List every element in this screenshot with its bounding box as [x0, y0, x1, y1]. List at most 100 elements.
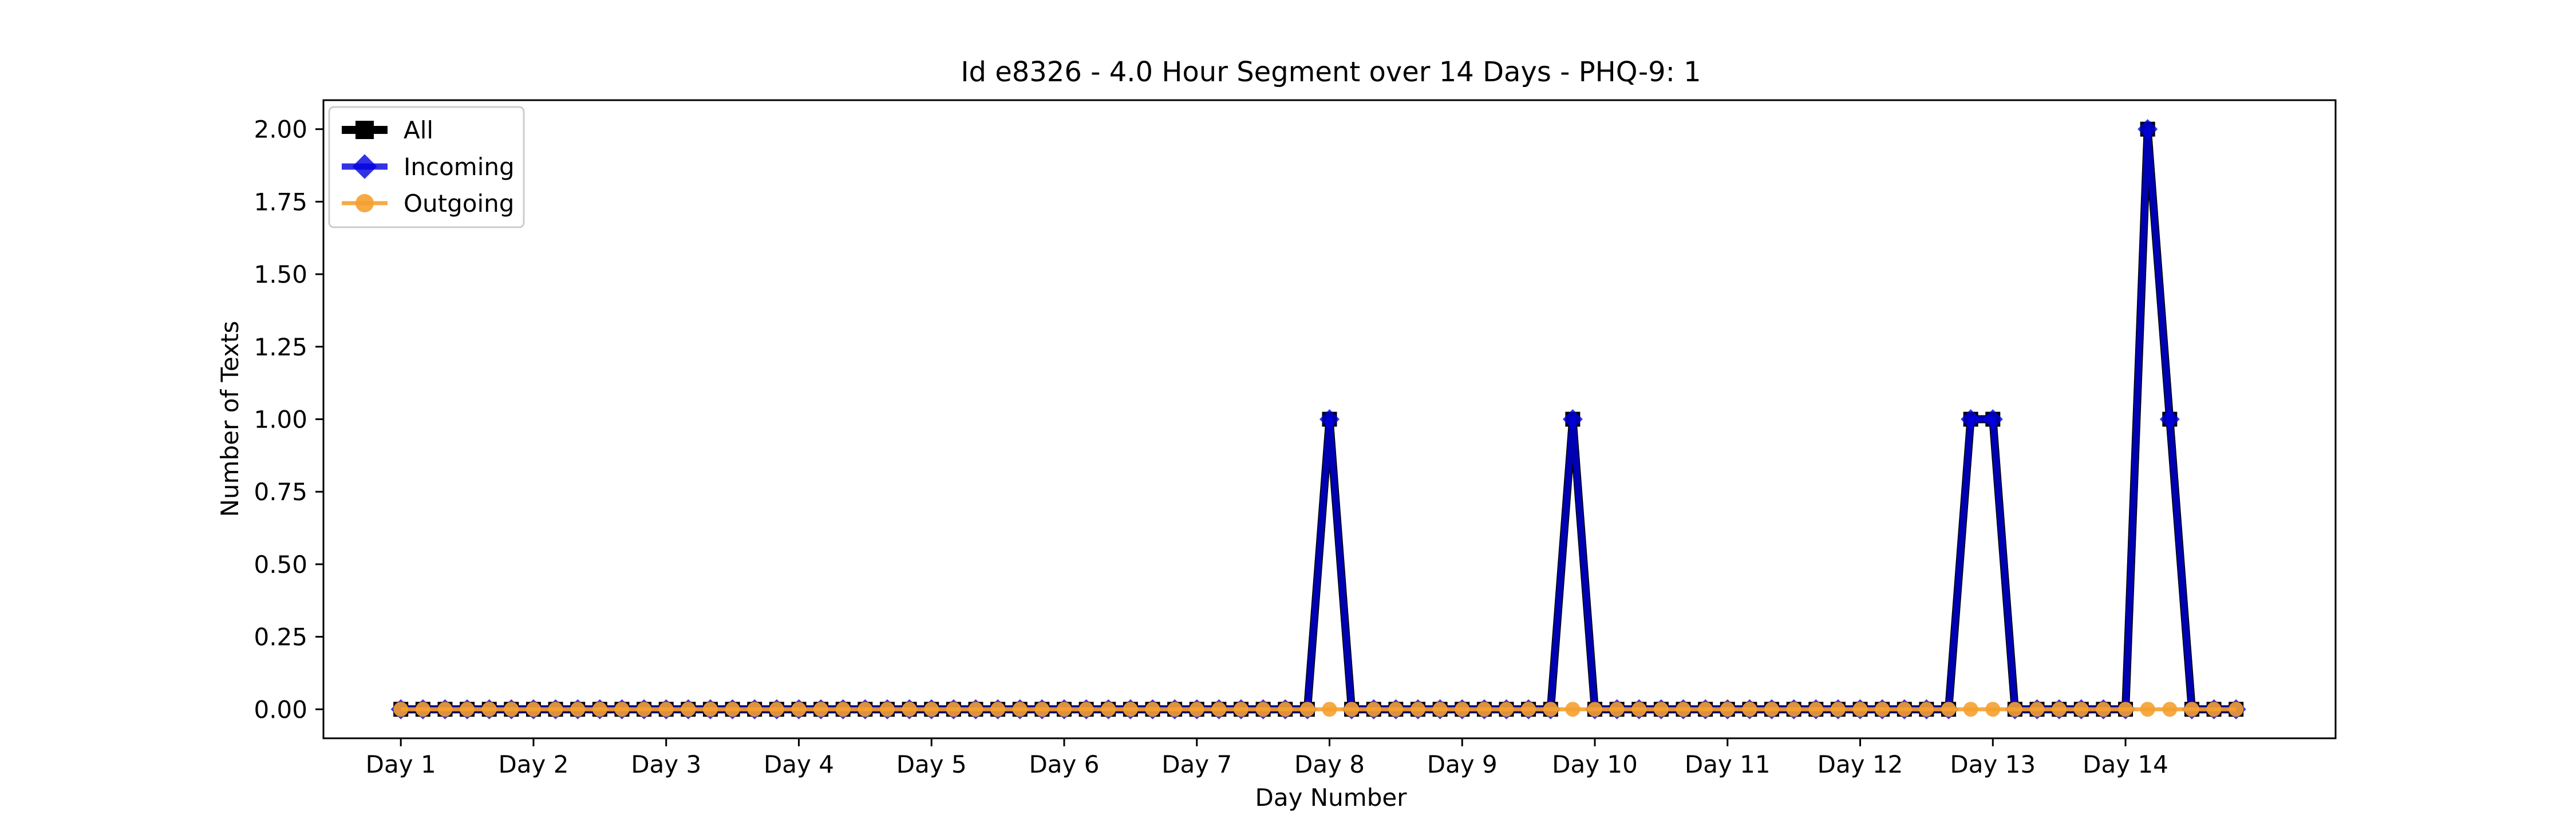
chart-title: Id e8326 - 4.0 Hour Segment over 14 Days…	[961, 56, 1701, 88]
data-point-outgoing	[481, 702, 497, 717]
data-point-outgoing	[1786, 702, 1801, 717]
y-tick-label: 1.75	[254, 188, 307, 216]
data-point-outgoing	[2052, 702, 2067, 717]
data-point-outgoing	[1764, 702, 1780, 717]
data-point-outgoing	[1499, 702, 1514, 717]
data-point-outgoing	[1587, 702, 1603, 717]
plot-area: 0.00 0.25 0.50 0.75 1.00 1.25 1.50 1.75 2.00 Day …	[254, 99, 2337, 778]
y-tick-label: 0.00	[254, 695, 307, 723]
data-point-outgoing	[437, 702, 453, 717]
legend: All Incoming Outgoing	[328, 106, 525, 228]
data-point-outgoing	[637, 702, 652, 717]
y-tick-label: 1.50	[254, 260, 307, 288]
data-point-outgoing	[526, 702, 541, 717]
data-point-incoming	[1319, 409, 1340, 430]
data-point-outgoing	[1676, 702, 1691, 717]
data-point-outgoing	[769, 702, 784, 717]
data-point-outgoing	[1565, 702, 1581, 717]
data-point-outgoing	[1875, 702, 1890, 717]
x-tick-label: Day 1	[366, 750, 436, 778]
data-point-outgoing	[1720, 702, 1735, 717]
data-point-incoming	[1562, 409, 1583, 430]
data-point-outgoing	[1233, 702, 1249, 717]
data-point-outgoing	[791, 702, 807, 717]
data-point-outgoing	[1941, 702, 1957, 717]
x-tick-label: Day 6	[1029, 750, 1099, 778]
data-point-incoming	[1961, 409, 1981, 430]
data-point-outgoing	[614, 702, 630, 717]
data-point-outgoing	[1897, 702, 1912, 717]
data-point-outgoing	[1388, 702, 1404, 717]
legend-label-incoming: Incoming	[404, 153, 515, 181]
data-point-outgoing	[1101, 702, 1116, 717]
data-point-outgoing	[902, 702, 917, 717]
data-point-outgoing	[858, 702, 873, 717]
data-point-outgoing	[1344, 702, 1360, 717]
data-point-outgoing	[1919, 702, 1934, 717]
y-tick-label: 1.25	[254, 333, 307, 361]
data-point-outgoing	[1299, 702, 1315, 717]
data-point-outgoing	[1521, 702, 1536, 717]
legend-label-all: All	[404, 116, 433, 144]
x-tick-label: Day 5	[896, 750, 967, 778]
data-point-outgoing	[1078, 702, 1094, 717]
data-point-outgoing	[2229, 702, 2244, 717]
x-tick-label: Day 7	[1161, 750, 1232, 778]
legend-marker-outgoing	[355, 194, 374, 212]
data-point-outgoing	[1653, 702, 1669, 717]
x-tick-label: Day 9	[1427, 750, 1498, 778]
x-tick-label: Day 12	[1818, 750, 1903, 778]
data-point-outgoing	[2007, 702, 2022, 717]
data-point-outgoing	[2073, 702, 2089, 717]
y-tick-label: 0.25	[254, 623, 307, 651]
data-point-outgoing	[1012, 702, 1028, 717]
data-point-outgoing	[990, 702, 1006, 717]
data-point-outgoing	[879, 702, 895, 717]
y-tick-label: 2.00	[254, 116, 307, 144]
y-tick-label: 1.00	[254, 406, 307, 434]
data-point-outgoing	[968, 702, 983, 717]
y-tick-label: 0.75	[254, 478, 307, 506]
y-axis-label: Number of Texts	[216, 321, 244, 517]
data-point-outgoing	[702, 702, 718, 717]
x-axis-label: Day Number	[1255, 784, 1407, 812]
data-point-outgoing	[747, 702, 762, 717]
x-tick-label: Day 2	[498, 750, 568, 778]
data-point-outgoing	[946, 702, 961, 717]
x-tick-label: Day 8	[1294, 750, 1365, 778]
data-point-outgoing	[1543, 702, 1558, 717]
data-point-outgoing	[2029, 702, 2045, 717]
data-point-outgoing	[1034, 702, 1050, 717]
x-tick-label: Day 4	[764, 750, 834, 778]
data-point-outgoing	[1255, 702, 1271, 717]
data-point-outgoing	[2162, 702, 2178, 717]
data-point-outgoing	[592, 702, 607, 717]
data-point-outgoing	[1631, 702, 1647, 717]
data-point-outgoing	[1189, 702, 1204, 717]
data-point-outgoing	[681, 702, 696, 717]
data-point-outgoing	[1167, 702, 1183, 717]
data-point-outgoing	[924, 702, 939, 717]
data-point-outgoing	[1742, 702, 1757, 717]
data-point-incoming	[2159, 409, 2180, 430]
data-point-outgoing	[415, 702, 430, 717]
data-point-outgoing	[1145, 702, 1160, 717]
x-tick-label: Day 3	[631, 750, 701, 778]
data-point-outgoing	[813, 702, 829, 717]
data-point-outgoing	[1852, 702, 1868, 717]
legend-box	[328, 106, 525, 228]
data-point-outgoing	[548, 702, 563, 717]
data-point-outgoing	[2096, 702, 2111, 717]
data-point-incoming	[1982, 409, 2003, 430]
data-point-outgoing	[1476, 702, 1492, 717]
data-point-outgoing	[1411, 702, 1426, 717]
data-point-outgoing	[1830, 702, 1846, 717]
data-point-outgoing	[1056, 702, 1072, 717]
data-point-outgoing	[835, 702, 851, 717]
x-tick-label: Day 10	[1552, 750, 1638, 778]
data-point-outgoing	[725, 702, 740, 717]
data-point-outgoing	[1366, 702, 1381, 717]
legend-label-outgoing: Outgoing	[404, 189, 514, 217]
